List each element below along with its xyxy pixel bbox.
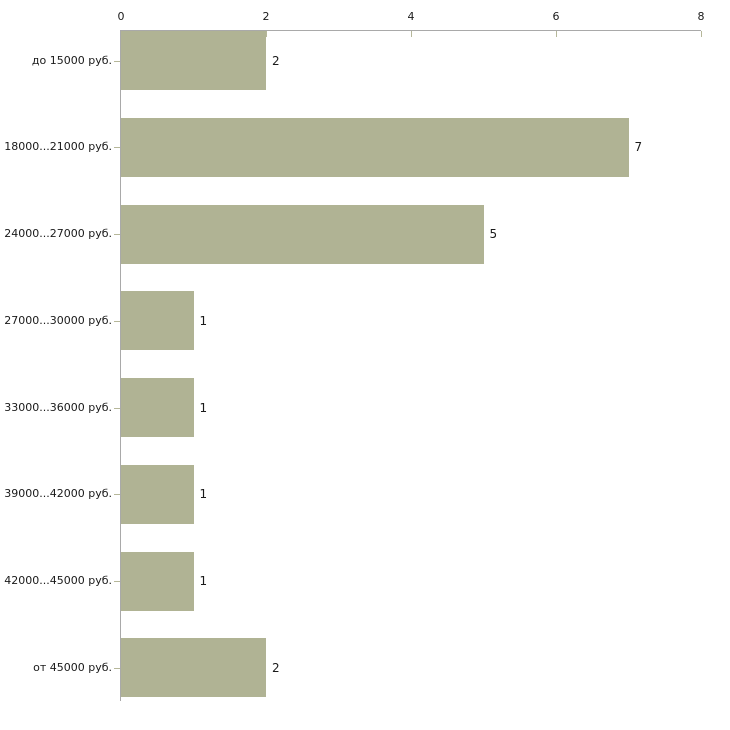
y-axis-tick-mark [114,234,120,235]
bar[interactable] [121,291,194,351]
x-axis-tick-label: 0 [117,10,125,23]
bar-value-label: 1 [199,574,208,588]
y-axis-tick-mark [114,61,120,62]
y-axis-tick-mark [114,581,120,582]
x-axis-tick-mark [701,31,702,37]
bar[interactable] [121,204,484,264]
y-axis-category-label: 27000...30000 руб. [4,313,112,327]
x-axis-tick-mark [411,31,412,37]
x-axis-line [121,30,701,31]
x-axis-tick-label: 2 [262,10,270,23]
y-axis-tick-mark [114,668,120,669]
y-axis-category-label: 39000...42000 руб. [4,487,112,501]
bar[interactable] [121,117,629,177]
bar-value-label: 2 [272,53,280,68]
y-axis-tick-mark [114,321,120,322]
y-axis-category-label: от 45000 руб. [33,660,112,674]
bar[interactable] [121,378,194,437]
bar[interactable] [121,638,266,698]
x-axis-tick-mark [556,31,557,37]
bar-value-label: 5 [489,227,498,241]
y-axis-tick-mark [114,147,120,148]
y-axis-category-label: 24000...27000 руб. [4,227,112,240]
y-axis-category-label: до 15000 руб. [31,53,112,67]
y-axis-line [120,30,121,701]
bar-value-label: 1 [199,487,208,502]
bar[interactable] [121,31,266,90]
bar[interactable] [121,551,194,611]
y-axis-tick-mark [114,408,120,409]
x-axis-tick-label: 4 [407,10,415,23]
bar-value-label: 1 [199,400,208,415]
y-axis-category-label: 42000...45000 руб. [4,574,112,587]
y-axis-category-label: 18000...21000 руб. [4,140,112,154]
bar-value-label: 7 [634,140,643,155]
x-axis-tick-label: 8 [697,10,705,23]
x-axis-tick-label: 6 [552,10,560,23]
y-axis-tick-mark [114,494,120,495]
bar-value-label: 1 [199,313,208,328]
x-axis-tick-mark [266,31,267,37]
bar-value-label: 2 [272,660,280,675]
y-axis-category-label: 33000...36000 руб. [4,400,112,414]
bar[interactable] [121,464,194,524]
